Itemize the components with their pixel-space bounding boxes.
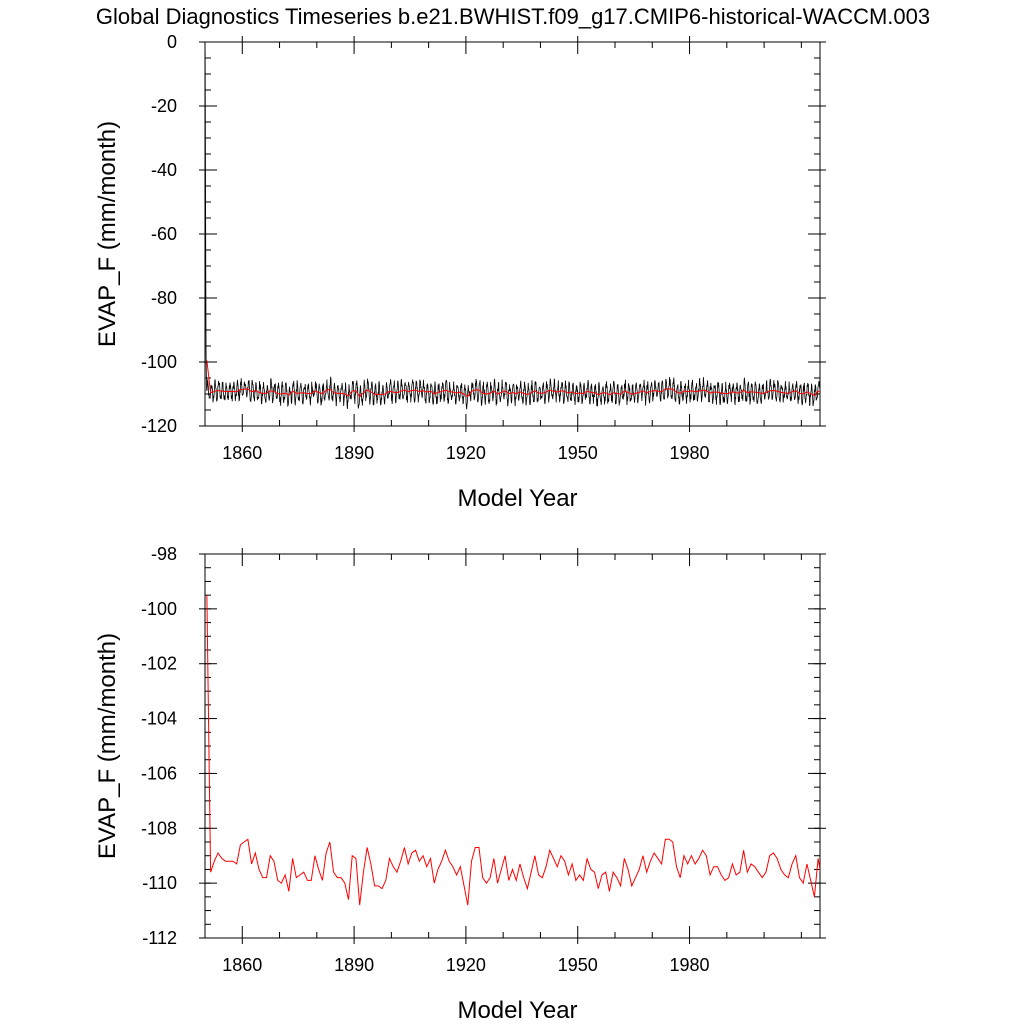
top-panel: 1860 1890 1920 1950 1980 0 -20 -40 -60 -80 -100 -12… [94,32,826,512]
annual-series-line [206,595,820,906]
y-tick-label: -104 [141,709,177,729]
x-tick-label: 1920 [446,955,486,975]
y-axis-title: EVAP_F (mm/month) [94,121,121,347]
x-axis-title: Model Year [457,997,577,1024]
monthly-series-line [205,51,820,410]
y-tick-label: -98 [151,544,177,564]
y-tick-label: -100 [141,599,177,619]
y-tick-label: -112 [142,928,177,948]
figure-title: Global Diagnostics Timeseries b.e21.BWHI… [96,4,930,29]
y-tick-label: -110 [142,873,177,893]
y-tick-label: -100 [141,352,177,372]
y-tick-label: 0 [167,32,177,52]
y-tick-label: -40 [151,160,177,180]
x-tick-label: 1920 [446,443,486,463]
y-tick-label: -106 [141,763,177,783]
y-tick-label: -108 [141,818,177,838]
y-tick-label: -102 [141,654,177,674]
y-tick-label: -60 [151,224,177,244]
annual-series-line [206,360,820,398]
bottom-panel: 1860 1890 1920 1950 1980 -98 -100 -102 -104 -106 -… [94,544,826,1024]
y-tick-label: -120 [141,416,177,436]
x-tick-label: 1980 [670,955,710,975]
x-tick-label: 1950 [558,955,598,975]
x-tick-label: 1980 [670,443,710,463]
x-tick-label: 1860 [222,443,262,463]
x-tick-label: 1950 [558,443,598,463]
y-tick-label: -80 [151,288,177,308]
plot-frame [204,41,821,427]
x-tick-label: 1890 [334,955,374,975]
x-axis-title: Model Year [457,485,577,512]
y-axis-title: EVAP_F (mm/month) [94,633,121,859]
x-tick-label: 1890 [334,443,374,463]
x-tick-label: 1860 [222,955,262,975]
y-tick-label: -20 [151,96,177,116]
plot-frame [204,553,821,939]
